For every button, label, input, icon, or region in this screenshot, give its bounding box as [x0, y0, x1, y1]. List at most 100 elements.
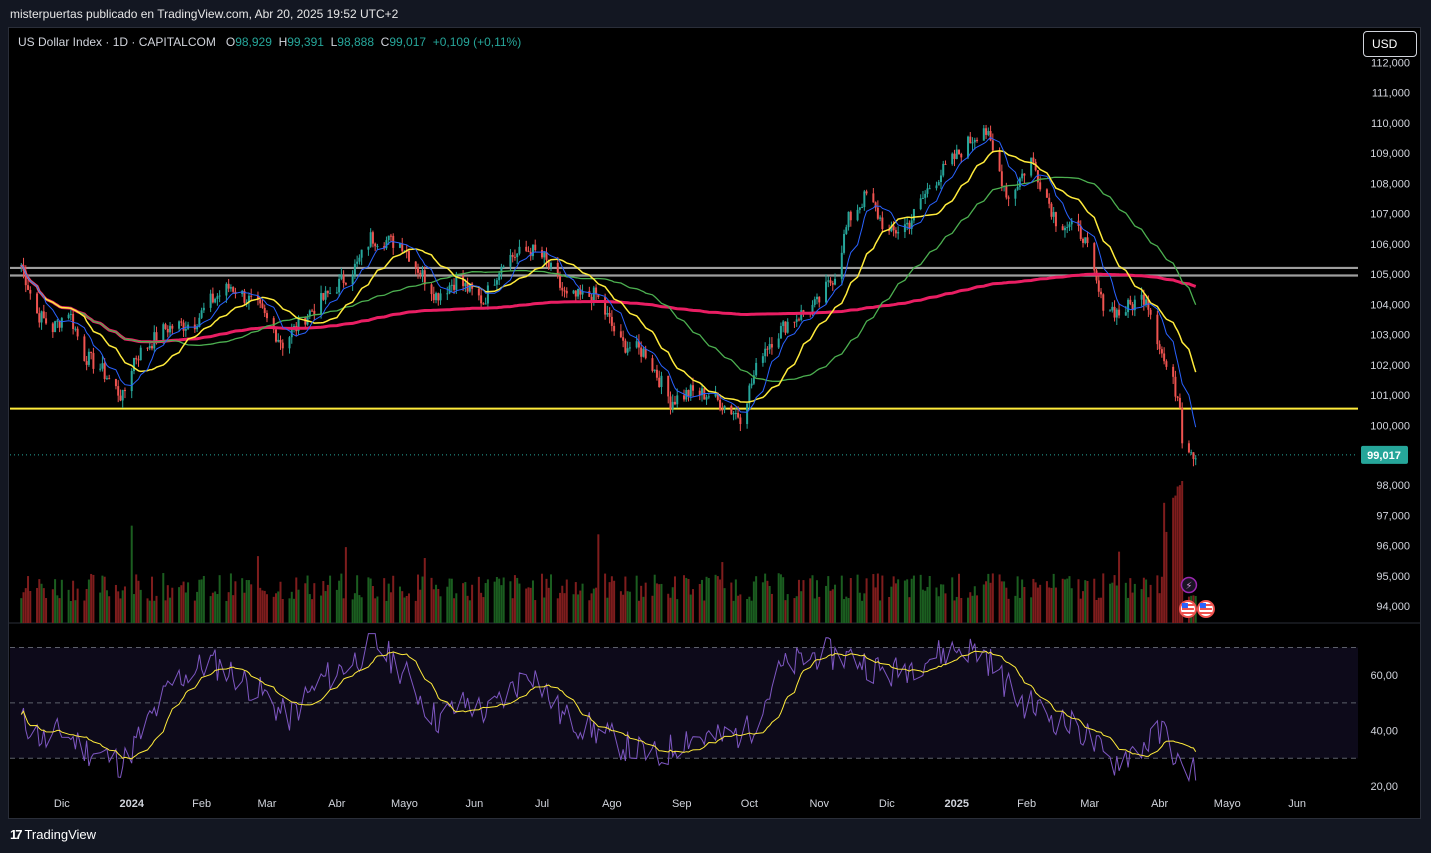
candle-body	[464, 283, 467, 287]
volume-bar	[574, 582, 577, 623]
volume-bar	[545, 578, 548, 623]
candle-body	[574, 290, 577, 297]
volume-bar	[279, 581, 282, 623]
ma-50-line[interactable]	[20, 176, 1197, 382]
volume-bar	[834, 584, 837, 623]
candle-body	[265, 313, 268, 319]
volume-bar	[1124, 582, 1127, 623]
candle-body	[894, 230, 897, 234]
volume-bar	[1145, 579, 1148, 623]
volume-bar	[256, 556, 259, 623]
price-axis-tick: 109,000	[1370, 148, 1410, 160]
lightning-icon[interactable]	[1180, 576, 1198, 594]
volume-bar	[83, 600, 86, 623]
volume-bar	[1095, 599, 1098, 623]
volume-bar	[827, 576, 830, 623]
volume-bar	[628, 591, 631, 623]
candle-body	[1102, 294, 1105, 311]
candle-body	[800, 310, 803, 320]
volume-bar	[761, 582, 764, 623]
candle-body	[1021, 173, 1024, 179]
candle-body	[985, 128, 988, 135]
volume-bar	[683, 575, 685, 623]
volume-bar	[516, 577, 519, 623]
candle-body	[953, 153, 956, 159]
symbol-legend[interactable]: US Dollar Index · 1D · CAPITALCOM O98,92…	[18, 35, 521, 49]
high-value: 99,391	[287, 35, 324, 49]
volume-bar	[879, 600, 882, 623]
rsi-ma-line[interactable]	[20, 650, 1197, 760]
candle-body	[1115, 309, 1118, 318]
candle-body	[1133, 299, 1136, 311]
rsi-line[interactable]	[20, 633, 1197, 783]
volume-bar	[739, 594, 742, 623]
candle-body	[752, 375, 755, 384]
candle-body	[250, 295, 253, 297]
candle-body	[827, 280, 830, 282]
rsi-axis-tick: 40,00	[1370, 726, 1398, 738]
candle-body	[843, 233, 846, 253]
volume-bar	[1111, 582, 1114, 623]
volume-bar	[40, 583, 43, 623]
volume-bar	[259, 587, 262, 623]
volume-bar	[595, 587, 598, 623]
candle-body	[608, 313, 611, 317]
candle-body	[606, 313, 609, 315]
candle-body	[540, 250, 543, 258]
time-axis-tick: Jul	[535, 798, 549, 810]
candle-body	[513, 256, 516, 258]
candle-body	[484, 303, 487, 305]
candle-body	[797, 319, 800, 321]
candle-body	[342, 274, 345, 283]
candle-body	[227, 283, 230, 289]
candle-body	[1145, 299, 1148, 305]
candle-body	[527, 250, 530, 252]
candle-body	[739, 417, 742, 425]
volume-bar	[432, 589, 435, 623]
candle-body	[1100, 291, 1103, 295]
volume-bar	[67, 589, 70, 623]
close-label: C	[380, 35, 390, 49]
volume-bar	[495, 577, 498, 623]
volume-bar	[890, 586, 893, 623]
ma-9-line[interactable]	[20, 136, 1197, 428]
volume-bar	[732, 600, 735, 623]
candle-body	[272, 318, 275, 330]
currency-button[interactable]: USD	[1363, 31, 1417, 57]
candle-body	[209, 293, 212, 308]
volume-bar	[202, 575, 205, 623]
candle-body	[371, 232, 374, 244]
candle-body	[1007, 197, 1010, 199]
candle-body	[67, 314, 70, 319]
volume-bar	[547, 587, 550, 623]
volume-bar	[247, 580, 250, 623]
candle-body	[54, 321, 57, 333]
volume-bar	[196, 591, 199, 623]
candle-body	[890, 225, 893, 232]
candle-body	[99, 368, 102, 370]
us-flag-stripe	[1181, 612, 1194, 614]
candle-body	[556, 262, 559, 277]
volume-bar	[1023, 587, 1026, 623]
candle-body	[903, 224, 906, 233]
volume-bar	[1039, 584, 1042, 623]
candle-body	[340, 274, 343, 279]
last-price-badge	[1361, 445, 1408, 464]
ma-200-line[interactable]	[20, 264, 1197, 344]
volume-bar	[401, 591, 404, 623]
candle-body	[164, 324, 167, 329]
ma-20-line[interactable]	[20, 150, 1197, 403]
volume-bar	[398, 586, 401, 623]
candle-body	[897, 232, 900, 234]
tradingview-brand[interactable]: 17 TradingView	[10, 827, 96, 842]
candle-body	[1129, 299, 1132, 305]
candle-body	[955, 149, 958, 159]
candle-body	[42, 311, 45, 319]
candle-body	[703, 388, 706, 400]
candle-body	[813, 299, 816, 305]
volume-bar	[958, 573, 961, 623]
candle-body	[148, 346, 151, 349]
candle-body	[182, 322, 185, 331]
candle-body	[320, 293, 323, 315]
